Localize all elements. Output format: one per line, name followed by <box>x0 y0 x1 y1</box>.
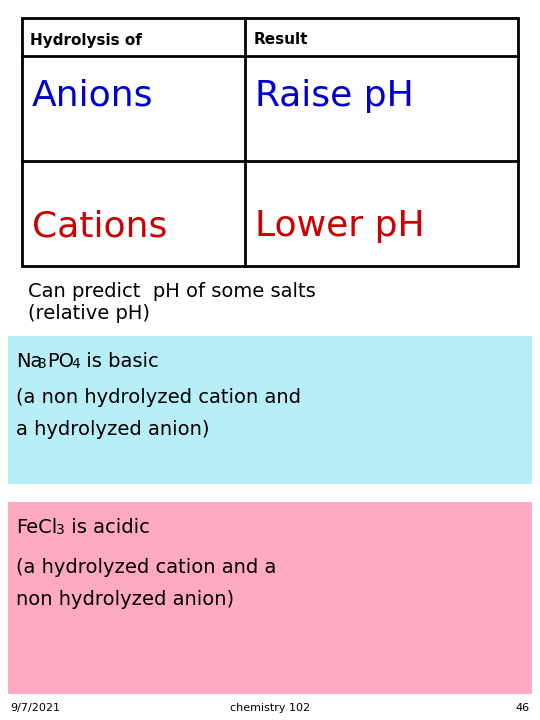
Text: Raise pH: Raise pH <box>255 79 414 113</box>
Text: 9/7/2021: 9/7/2021 <box>10 703 60 713</box>
Text: Lower pH: Lower pH <box>255 209 425 243</box>
Bar <box>22 18 518 266</box>
Text: PO: PO <box>47 352 74 371</box>
Text: is basic: is basic <box>80 352 159 371</box>
Text: Hydrolysis of: Hydrolysis of <box>30 32 142 48</box>
Text: Cations: Cations <box>32 209 167 243</box>
Text: (a hydrolyzed cation and a: (a hydrolyzed cation and a <box>16 558 276 577</box>
Text: non hydrolyzed anion): non hydrolyzed anion) <box>16 590 234 609</box>
Text: Can predict  pH of some salts: Can predict pH of some salts <box>28 282 316 301</box>
Text: chemistry 102: chemistry 102 <box>230 703 310 713</box>
Text: Na: Na <box>16 352 42 371</box>
Bar <box>8 502 532 694</box>
Text: (relative pH): (relative pH) <box>28 304 150 323</box>
Text: is acidic: is acidic <box>65 518 150 537</box>
Text: (a non hydrolyzed cation and: (a non hydrolyzed cation and <box>16 388 301 407</box>
Text: 3: 3 <box>56 523 65 537</box>
Text: 46: 46 <box>516 703 530 713</box>
Text: 3: 3 <box>38 357 47 371</box>
Text: 4: 4 <box>71 357 80 371</box>
Bar <box>8 336 532 484</box>
Text: FeCl: FeCl <box>16 518 57 537</box>
Text: a hydrolyzed anion): a hydrolyzed anion) <box>16 420 210 439</box>
Text: Anions: Anions <box>32 79 153 113</box>
Text: Result: Result <box>253 32 308 48</box>
